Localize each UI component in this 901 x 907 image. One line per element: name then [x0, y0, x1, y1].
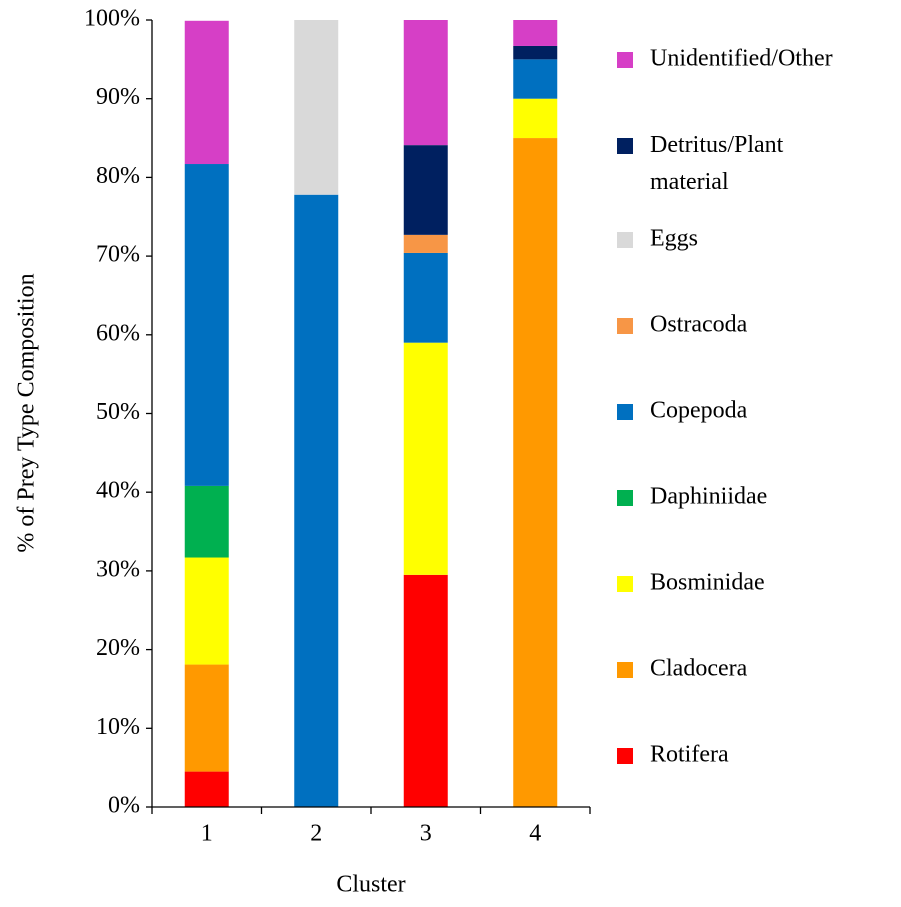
bar-segment	[513, 98, 558, 139]
legend-swatch	[617, 404, 633, 420]
legend-label: Cladocera	[650, 656, 748, 682]
bar-segment	[294, 20, 339, 195]
bar-segment	[403, 234, 448, 253]
bar-segment	[184, 771, 229, 807]
y-tick-label: 20%	[96, 635, 140, 661]
bar-segment	[294, 194, 339, 808]
y-tick-label: 10%	[96, 714, 140, 740]
bar-segment	[403, 342, 448, 575]
legend-swatch	[617, 576, 633, 592]
y-tick-label: 40%	[96, 478, 140, 504]
legend-label: Detritus/Plant material	[650, 132, 784, 195]
legend-swatch	[617, 318, 633, 334]
bar-segment	[184, 164, 229, 486]
legend-swatch	[617, 748, 633, 764]
y-axis-title: % of Prey Type Composition	[14, 273, 40, 552]
legend-swatch	[617, 232, 633, 248]
legend-label: Unidentified/Other	[650, 46, 833, 72]
bar-segment	[513, 20, 558, 46]
legend-swatch	[617, 52, 633, 68]
bar-segment	[184, 20, 229, 165]
y-tick-label: 0%	[108, 793, 140, 819]
legend-label: Daphiniidae	[650, 484, 767, 510]
legend-label: Rotifera	[650, 742, 729, 768]
bar-segment	[403, 252, 448, 343]
x-tick-label: 3	[420, 821, 432, 847]
legend-label: Ostracoda	[650, 312, 748, 338]
bar-segment	[513, 45, 558, 60]
legend-label: Bosminidae	[650, 570, 765, 596]
bar-segment	[403, 574, 448, 807]
legend-swatch	[617, 662, 633, 678]
legend-swatch	[617, 138, 633, 154]
x-tick-label: 2	[310, 821, 322, 847]
bar-segment	[184, 664, 229, 772]
y-tick-label: 80%	[96, 163, 140, 189]
y-tick-label: 30%	[96, 556, 140, 582]
y-tick-label: 70%	[96, 242, 140, 268]
y-tick-label: 50%	[96, 399, 140, 425]
y-tick-label: 90%	[96, 84, 140, 110]
y-tick-label: 100%	[84, 6, 140, 32]
legend-label: Copepoda	[650, 398, 748, 424]
bar-segment	[403, 20, 448, 146]
bar-segment	[403, 145, 448, 235]
bar-segment	[513, 59, 558, 99]
y-tick-label: 60%	[96, 320, 140, 346]
bar-segment	[184, 557, 229, 665]
legend-label: Eggs	[650, 226, 698, 252]
x-tick-label: 4	[529, 821, 541, 847]
bar-segment	[513, 138, 558, 808]
bar-segment	[184, 485, 229, 558]
legend-swatch	[617, 490, 633, 506]
x-tick-label: 1	[201, 821, 213, 847]
x-axis-title: Cluster	[336, 872, 405, 898]
